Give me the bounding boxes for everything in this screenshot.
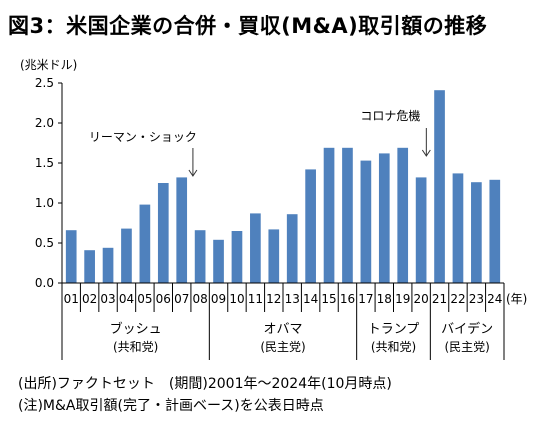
x-tick-label: 04 [119,292,134,306]
bar-12 [268,229,280,283]
bar-13 [286,214,298,283]
bar-20 [415,177,427,283]
y-tick-label: 2.0 [35,116,54,130]
group-party: (民主党) [260,339,305,354]
x-axis-ticks: 01 02 03 04 05 06 07 08 09 10 11 12 13 14 15 16 17 18 19 20… [61,283,505,312]
bar-09 [213,239,224,283]
x-tick-label: 13 [285,292,300,306]
annotations: リーマン・ショック コロナ危機 [89,108,431,177]
bar-05 [139,204,151,283]
y-tick-label: 0.0 [35,276,54,290]
x-tick-label: 01 [64,292,79,306]
x-tick-label: 24 [487,292,502,306]
group-party: (共和党) [371,339,416,354]
bar-07 [176,177,188,283]
x-tick-label: 07 [174,292,189,306]
annotation-arrowhead [188,169,198,177]
bar-21 [434,90,445,283]
bar-24 [489,179,501,283]
bar-08 [194,230,206,283]
y-tick-label: 0.5 [35,236,54,250]
y-tick-label: 1.0 [35,196,54,210]
annotation-label: コロナ危機 [360,108,420,123]
y-axis-ticks: 0.0 0.5 1.0 1.5 2.0 2.5 [35,76,62,290]
bars [65,90,501,283]
group-name: トランプ [368,322,420,337]
x-tick-label: 16 [340,292,355,306]
bar-23 [471,182,482,283]
group-party: (民主党) [444,339,489,354]
bar-17 [360,160,372,283]
x-tick-label: 12 [266,292,281,306]
bar-01 [65,230,77,283]
x-tick-label: 21 [432,292,447,306]
bar-18 [378,153,390,283]
x-tick-label: 20 [413,292,428,306]
bar-03 [102,247,114,283]
x-tick-label: 06 [156,292,171,306]
bar-02 [84,250,95,283]
x-tick-label: 11 [248,292,263,306]
president-groups: ブッシュ (共和党) オバマ (民主党) トランプ (共和党) バイデン (民主党) [61,312,505,360]
x-tick-label: 23 [469,292,484,306]
bar-16 [342,147,353,283]
source-note: (出所)ファクトセット (期間)2001年～2024年(10月時点) [18,376,392,392]
annotation-arrowhead [421,149,431,157]
x-axis-label: (年) [506,292,527,306]
x-tick-label: 19 [395,292,410,306]
bar-19 [397,147,409,283]
x-tick-label: 14 [303,292,318,306]
bar-10 [231,231,243,283]
x-tick-label: 22 [450,292,465,306]
bar-14 [305,169,316,283]
x-tick-label: 09 [211,292,226,306]
bar-15 [323,147,335,283]
x-tick-label: 15 [321,292,336,306]
y-axis-label: (兆米ドル) [20,58,77,72]
x-tick-label: 17 [358,292,373,306]
x-tick-label: 02 [82,292,97,306]
bar-06 [157,183,169,283]
bar-22 [452,173,464,283]
x-tick-label: 18 [377,292,392,306]
y-tick-label: 1.5 [35,156,54,170]
chart-title: 図3：米国企業の合併・買収(M&A)取引額の推移 [8,14,488,38]
group-party: (共和党) [113,339,158,354]
bar-11 [250,213,261,283]
annotation-label: リーマン・ショック [89,130,197,144]
definition-note: (注)M&A取引額(完了・計画ベース)を公表日時点 [18,398,324,414]
x-tick-label: 03 [100,292,115,306]
group-name: ブッシュ [110,321,162,337]
x-tick-label: 05 [137,292,152,306]
group-name: バイデン [441,321,493,337]
x-tick-label: 10 [229,292,244,306]
group-name: オバマ [263,322,302,337]
bar-04 [121,228,132,283]
y-tick-label: 2.5 [35,76,54,90]
x-tick-label: 08 [192,292,207,306]
